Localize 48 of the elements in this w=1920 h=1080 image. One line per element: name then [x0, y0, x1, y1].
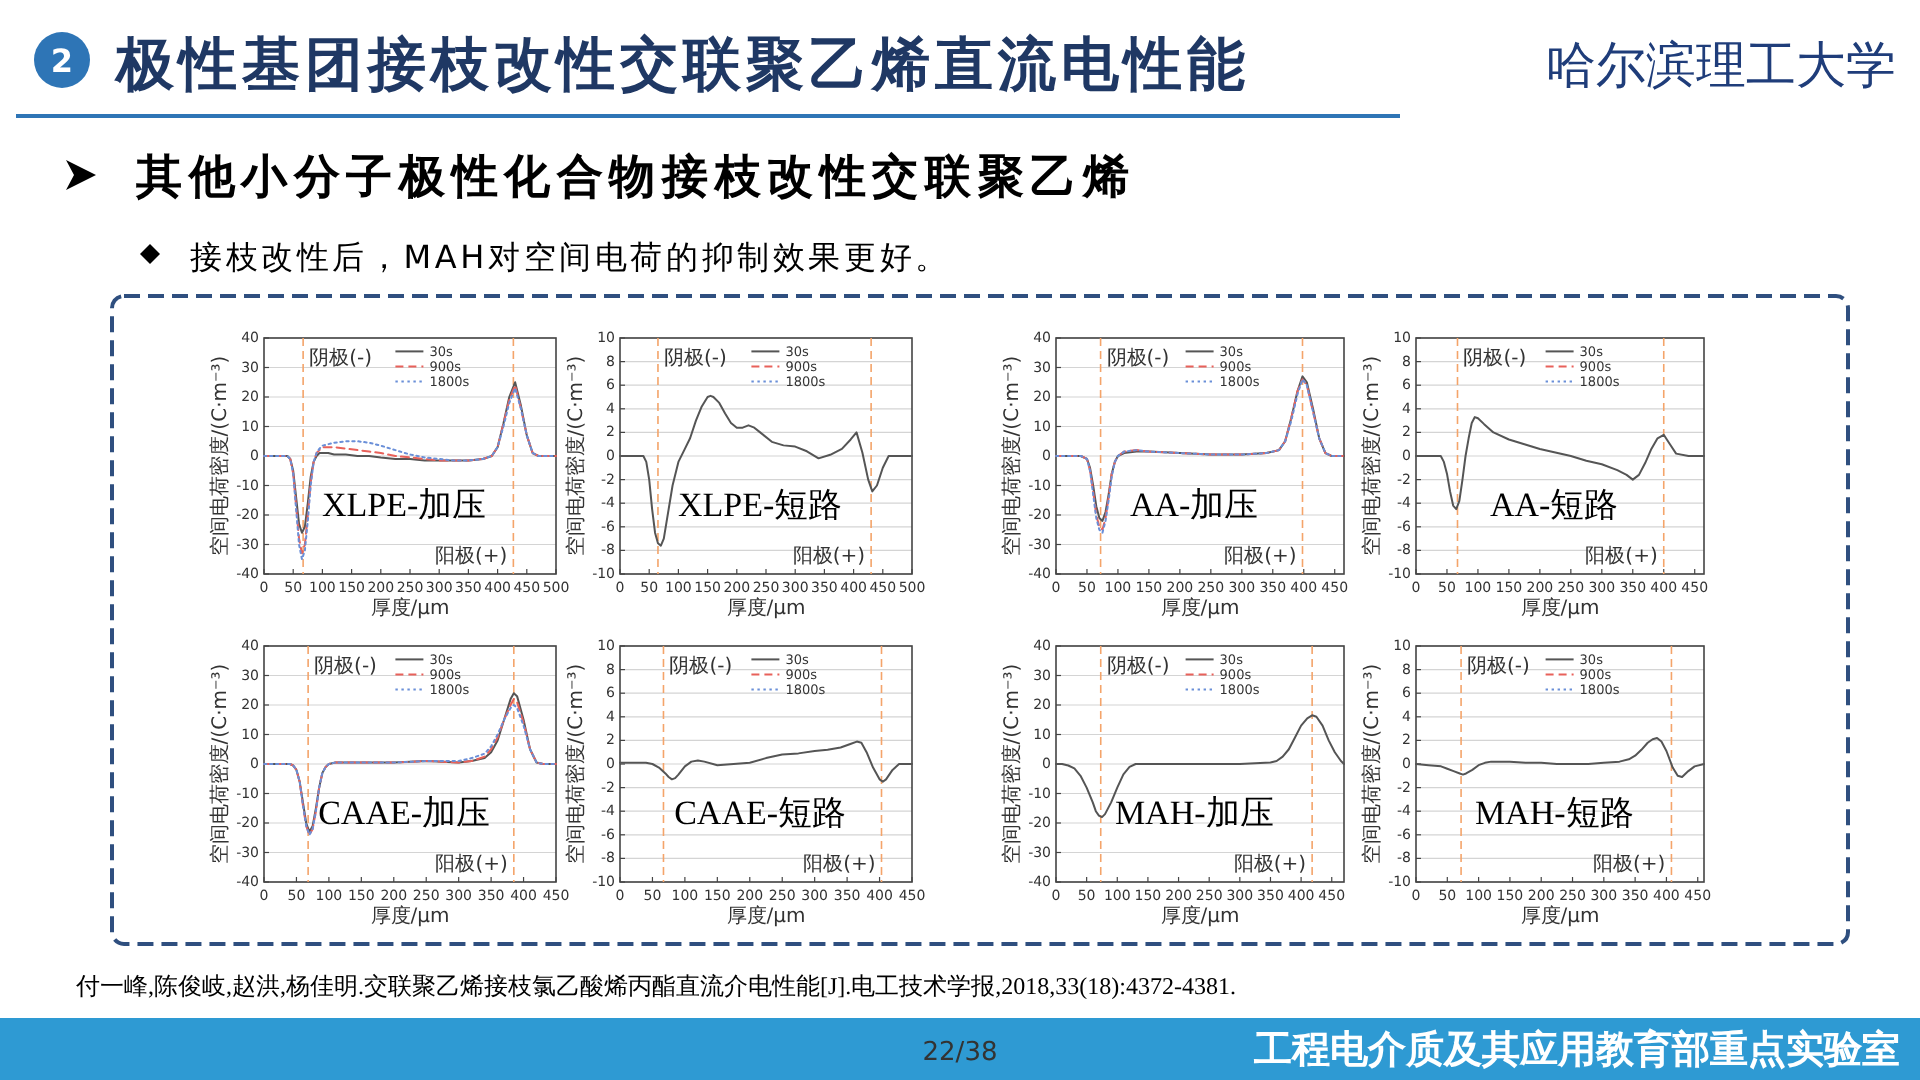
x-axis-title: 厚度/μm	[1520, 904, 1600, 928]
x-axis-title: 厚度/μm	[1520, 596, 1600, 620]
y-axis-title: 空间电荷密度/(C·m⁻³)	[1000, 663, 1024, 865]
y-axis-title: 空间电荷密度/(C·m⁻³)	[1360, 663, 1384, 865]
y-axis-title: 空间电荷密度/(C·m⁻³)	[208, 663, 232, 865]
ref-line-label: 阳极(+)	[1585, 544, 1658, 568]
y-axis-title: 空间电荷密度/(C·m⁻³)	[1000, 355, 1024, 557]
text: 工程电介质及其应用教育部重点实验室	[1252, 1028, 1900, 1072]
text: CAAE-短路	[674, 794, 847, 833]
x-axis-title: 厚度/μm	[726, 596, 806, 620]
y-axis-title: 空间电荷密度/(C·m⁻³)	[564, 663, 588, 865]
badge-number: 2	[50, 42, 74, 80]
ref-line-label: 阴极(-)	[1463, 346, 1527, 370]
y-axis-title: 空间电荷密度/(C·m⁻³)	[564, 355, 588, 557]
text: AA-短路	[1490, 486, 1619, 525]
x-axis-title: 厚度/μm	[1160, 596, 1240, 620]
text: 哈尔滨理工大学	[1546, 38, 1896, 94]
y-axis-title: 空间电荷密度/(C·m⁻³)	[208, 355, 232, 557]
text: MAH-加压	[1114, 794, 1274, 833]
ref-line-label: 阳极(+)	[435, 852, 509, 876]
y-axis-title: 空间电荷密度/(C·m⁻³)	[1360, 355, 1384, 557]
ref-line-label: 阳极(+)	[434, 544, 508, 568]
ref-line-label: 阳极(+)	[1224, 544, 1297, 568]
ref-line-label: 阴极(-)	[669, 654, 733, 678]
text: XLPE-短路	[677, 486, 843, 525]
text: CAAE-加压	[318, 794, 491, 833]
text: AA-加压	[1130, 486, 1259, 525]
ref-line-label: 阴极(-)	[1106, 346, 1170, 370]
ref-line-label: 阳极(+)	[1233, 852, 1307, 876]
ref-line-label: 阴极(-)	[309, 346, 373, 370]
x-axis-title: 厚度/μm	[1160, 904, 1240, 928]
x-axis-title: 厚度/μm	[726, 904, 806, 928]
text: 22/38	[922, 1038, 998, 1068]
text: 接枝改性后，MAH对空间电荷的抑制效果更好。	[190, 238, 951, 276]
x-axis-title: 厚度/μm	[370, 904, 450, 928]
text: XLPE-加压	[321, 486, 487, 525]
ref-line-label: 阳极(+)	[792, 544, 866, 568]
ref-line-label: 阳极(+)	[1593, 852, 1666, 876]
ref-line-label: 阴极(-)	[663, 346, 727, 370]
text: 极性基团接枝改性交联聚乙烯直流电性能	[114, 30, 1250, 98]
ref-line-label: 阴极(-)	[1106, 654, 1170, 678]
ref-line-label: 阳极(+)	[803, 852, 876, 876]
ref-line-label: 阴极(-)	[1467, 654, 1531, 678]
ref-line-label: 阴极(-)	[314, 654, 378, 678]
text: 付一峰,陈俊岐,赵洪,杨佳明.交联聚乙烯接枝氯乙酸烯丙酯直流介电性能[J].电工技术学报,2018,33(18):4372-4381.	[74, 972, 1236, 1000]
text: 其他小分子极性化合物接枝改性交联聚乙烯	[134, 150, 1136, 204]
text: MAH-短路	[1474, 794, 1634, 833]
x-axis-title: 厚度/μm	[370, 596, 450, 620]
